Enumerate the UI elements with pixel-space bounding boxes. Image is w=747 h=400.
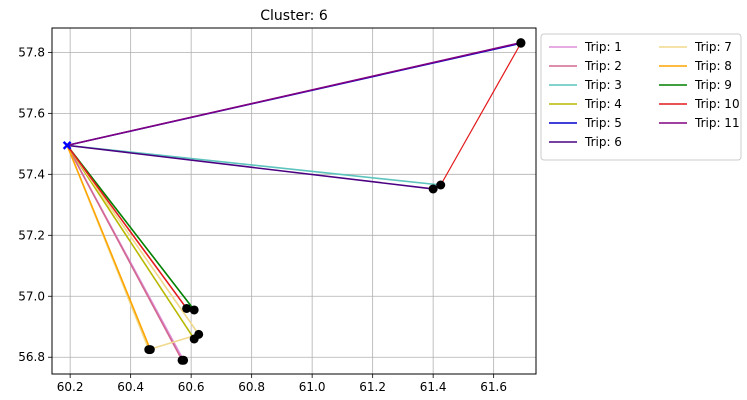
x-tick-label: 61.0 (299, 380, 326, 394)
legend-label-5: Trip: 5 (584, 116, 622, 130)
trip-line-6 (67, 144, 434, 190)
legend-label-6: Trip: 6 (584, 135, 622, 149)
stop-marker (182, 303, 192, 313)
trip-line-2 (66, 144, 183, 362)
stop-marker (145, 345, 155, 355)
x-tick-label: 60.6 (178, 380, 205, 394)
stop-marker (177, 355, 187, 365)
legend-label-1: Trip: 1 (584, 40, 622, 54)
y-tick-label: 57.2 (18, 228, 45, 242)
trip-lines (66, 41, 522, 362)
stop-marker (194, 329, 204, 339)
grid-lines (52, 28, 536, 374)
legend-label-10: Trip: 10 (694, 97, 740, 111)
x-tick-label: 60.4 (117, 380, 144, 394)
stop-marker (516, 38, 526, 48)
y-tick-label: 57.6 (18, 106, 45, 120)
stop-markers (62, 38, 526, 365)
stop-marker (189, 305, 199, 315)
legend-label-9: Trip: 9 (694, 78, 732, 92)
y-tick-label: 57.4 (18, 167, 45, 181)
trip-line-10 (66, 144, 188, 310)
chart-title: Cluster: 6 (260, 8, 328, 24)
legend-label-11: Trip: 11 (694, 116, 740, 130)
x-tick-label: 61.2 (359, 380, 386, 394)
axis-ticks: 60.2 60.4 60.6 60.8 61.0 61.2 61.4 61.6 56.8 57.0… (18, 45, 507, 394)
x-tick-label: 60.2 (57, 380, 84, 394)
legend-label-3: Trip: 3 (584, 78, 622, 92)
plot-frame (51, 27, 537, 375)
x-tick-label: 61.6 (480, 380, 507, 394)
stop-marker (436, 180, 446, 190)
depot-marker (62, 141, 72, 150)
legend-label-7: Trip: 7 (694, 40, 732, 54)
stop-marker (428, 184, 438, 194)
legend: Trip: 1 Trip: 2 Trip: 3 Trip: 4 Trip: 5 Trip:… (540, 33, 742, 161)
legend-label-8: Trip: 8 (694, 59, 732, 73)
y-tick-label: 57.0 (18, 289, 45, 303)
trip-line-11 (66, 41, 522, 147)
legend-box (540, 33, 742, 161)
y-tick-label: 57.8 (18, 45, 45, 59)
x-tick-label: 60.8 (238, 380, 265, 394)
trip-connector-line-1 (440, 42, 522, 186)
y-tick-label: 56.8 (18, 350, 45, 364)
legend-label-4: Trip: 4 (584, 97, 622, 111)
x-tick-label: 61.4 (420, 380, 447, 394)
legend-label-2: Trip: 2 (584, 59, 622, 73)
